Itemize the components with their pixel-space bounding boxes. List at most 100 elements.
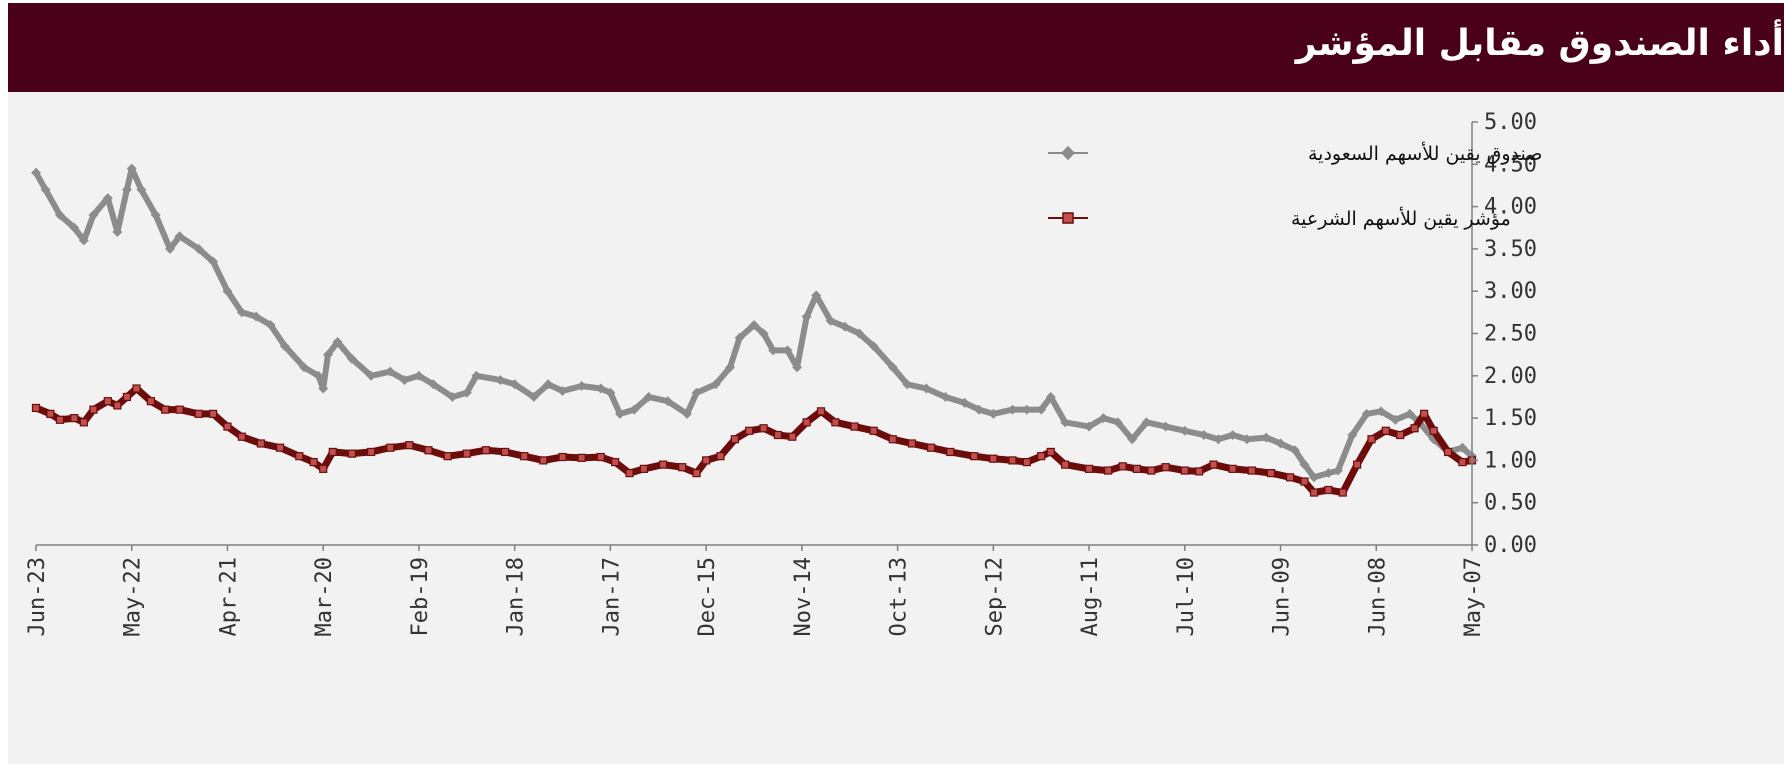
data-point — [576, 381, 587, 391]
data-point — [1045, 392, 1056, 402]
data-point — [839, 321, 850, 332]
data-point — [1338, 488, 1347, 497]
data-point — [1060, 417, 1071, 428]
data-point — [150, 210, 161, 221]
data-point — [921, 383, 932, 394]
data-point — [299, 362, 310, 373]
data-point — [126, 163, 137, 174]
data-point — [1112, 417, 1123, 428]
data-point — [347, 449, 357, 458]
data-point — [1347, 430, 1358, 440]
data-point — [103, 397, 112, 406]
data-point — [318, 383, 329, 394]
data-point — [121, 184, 132, 195]
data-point — [658, 460, 668, 469]
data-point — [443, 452, 452, 461]
y-tick-label: 2.50 — [1484, 322, 1537, 347]
data-point — [46, 409, 55, 418]
data-point — [113, 401, 122, 410]
data-point — [1376, 406, 1387, 417]
data-point — [625, 468, 634, 478]
data-point — [887, 362, 898, 373]
data-point — [424, 446, 433, 455]
data-point — [1022, 457, 1031, 467]
data-point — [989, 454, 998, 463]
y-tick-label: 1.00 — [1484, 448, 1537, 473]
data-point — [102, 193, 113, 204]
y-tick-label: 1.50 — [1484, 406, 1537, 431]
data-point — [471, 370, 482, 381]
data-point — [1160, 421, 1171, 432]
data-point — [716, 452, 725, 461]
data-point — [759, 424, 768, 433]
data-point — [175, 405, 184, 414]
data-point — [236, 307, 247, 318]
data-point — [222, 286, 233, 297]
data-point — [366, 447, 376, 457]
y-tick-label: 0.50 — [1484, 491, 1537, 516]
data-point — [691, 387, 702, 398]
data-point — [1147, 466, 1156, 475]
data-point — [332, 337, 343, 347]
data-point — [346, 353, 357, 364]
data-point — [447, 392, 458, 402]
data-point — [1275, 438, 1286, 449]
data-point — [112, 227, 123, 237]
data-point — [988, 408, 999, 419]
data-point — [495, 375, 506, 385]
data-point — [1266, 468, 1276, 478]
data-point — [461, 387, 472, 398]
chart-title: أداء الصندوق مقابل المؤشر — [1295, 23, 1784, 64]
data-point — [328, 447, 337, 457]
data-point — [615, 408, 625, 419]
data-point — [1141, 417, 1152, 428]
data-point — [1381, 426, 1390, 435]
data-point — [256, 439, 266, 448]
data-point — [319, 464, 328, 473]
data-point — [54, 210, 65, 221]
y-tick-label: 4.00 — [1484, 195, 1537, 220]
data-point — [1161, 463, 1170, 472]
data-point — [1323, 468, 1334, 479]
data-point — [1036, 404, 1047, 415]
data-point — [543, 379, 554, 390]
data-point — [1261, 432, 1272, 443]
data-point — [509, 379, 520, 390]
data-point — [1410, 424, 1419, 433]
data-point — [481, 446, 491, 455]
data-point — [386, 443, 395, 452]
data-point — [1227, 430, 1238, 440]
data-point — [313, 370, 324, 381]
data-point — [868, 341, 879, 352]
data-point — [165, 243, 175, 254]
data-point — [1104, 466, 1113, 475]
data-point — [1084, 421, 1095, 432]
data-point — [209, 409, 218, 418]
x-tick-label: Jan-17 — [599, 557, 624, 636]
data-point — [1084, 464, 1094, 473]
data-point — [801, 311, 812, 322]
data-point — [79, 418, 88, 427]
data-point — [557, 386, 568, 396]
data-point — [1195, 467, 1204, 476]
data-point — [69, 222, 80, 233]
data-point — [959, 397, 970, 408]
x-tick-label: Apr-21 — [216, 557, 241, 636]
data-point — [70, 414, 79, 423]
x-tick-label: Jun-23 — [25, 557, 50, 636]
data-point — [682, 408, 692, 419]
data-point — [940, 392, 951, 402]
title-banner: أداء الصندوق مقابل المؤشر — [8, 3, 1784, 92]
data-point — [907, 439, 917, 448]
data-point — [309, 457, 318, 467]
x-tick-label: Jul-10 — [1174, 557, 1199, 636]
data-point — [577, 453, 586, 462]
data-point — [31, 403, 41, 413]
data-point — [678, 463, 687, 472]
data-point — [1198, 430, 1209, 440]
data-point — [850, 422, 859, 431]
data-point — [854, 328, 865, 339]
legend-label-index: مؤشر يقين للأسهم الشرعية — [1291, 207, 1511, 230]
data-point — [146, 397, 155, 406]
data-point — [1309, 488, 1319, 497]
